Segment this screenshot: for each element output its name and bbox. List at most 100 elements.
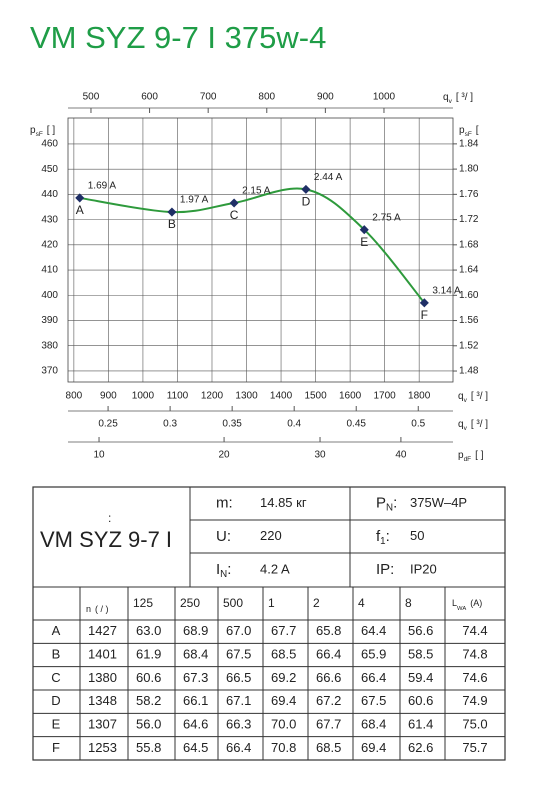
table-cell: 64.5 xyxy=(183,740,208,755)
point-letter: D xyxy=(302,195,311,209)
label-part: m: xyxy=(216,494,233,511)
current-label: 1.97 A xyxy=(180,195,209,206)
x-tick-label: 1300 xyxy=(235,391,258,402)
unit: [ ] xyxy=(475,450,484,461)
x3-axis-label: qv[ ³/ ] xyxy=(458,419,488,432)
point-letter: E xyxy=(360,235,368,249)
y2-tick-label: 1.84 xyxy=(459,139,479,150)
table-cell: 67.7 xyxy=(271,623,296,638)
x-tick-label: 0.3 xyxy=(163,419,177,430)
rpm-header: n ( / ) xyxy=(86,604,109,614)
current-label: 2.44 A xyxy=(314,172,343,183)
table-cell: 67.3 xyxy=(183,670,208,685)
x-tick-label: 600 xyxy=(141,92,158,103)
table-cell: 67.2 xyxy=(316,693,341,708)
label-part: N xyxy=(220,569,227,580)
x-tick-label: 1700 xyxy=(374,391,397,402)
table-cell: 61.4 xyxy=(408,716,433,731)
table-cell: 74.8 xyxy=(462,646,487,661)
x-tick-label: 0.25 xyxy=(98,419,118,430)
x4-axis-label: pdF[ ] xyxy=(458,450,484,463)
y2-tick-label: 1.56 xyxy=(459,315,479,326)
y-tick-label: 390 xyxy=(41,315,58,326)
table-cell: 60.6 xyxy=(408,693,433,708)
y2-tick-label: 1.80 xyxy=(459,164,479,175)
spec-value: 50 xyxy=(410,528,424,543)
table-cell: D xyxy=(51,693,60,708)
y-tick-label: 380 xyxy=(41,340,58,351)
table-cell: 75.7 xyxy=(462,740,487,755)
label-part: p xyxy=(459,125,465,136)
band-header: 1 xyxy=(268,596,275,610)
label-part: dF xyxy=(464,456,472,463)
label-part: sF xyxy=(36,131,43,138)
table-cell: 70.0 xyxy=(271,716,296,731)
label-part: v xyxy=(464,397,468,404)
label-part: q xyxy=(458,391,464,402)
x-tick-label: 1800 xyxy=(408,391,431,402)
band-header: 8 xyxy=(405,596,412,610)
table-cell: B xyxy=(52,646,61,661)
y2-tick-label: 1.76 xyxy=(459,189,479,200)
y-tick-label: 400 xyxy=(41,290,58,301)
label-part: I xyxy=(216,561,220,578)
y-tick-label: 420 xyxy=(41,239,58,250)
band-header: 4 xyxy=(358,596,365,610)
spec-value: IP20 xyxy=(410,562,437,577)
label-part: P xyxy=(376,494,386,511)
spec-value: 375W–4P xyxy=(410,495,467,510)
unit: [ xyxy=(476,125,479,136)
x-tick-label: 0.4 xyxy=(287,419,301,430)
table-cell: 62.6 xyxy=(408,740,433,755)
spec-label: m: xyxy=(216,494,233,511)
y-tick-label: 430 xyxy=(41,214,58,225)
x-tick-label: 1200 xyxy=(201,391,224,402)
y2-tick-label: 1.64 xyxy=(459,265,479,276)
table-cell: 1348 xyxy=(88,693,117,708)
y-axis-label: psF [ ] xyxy=(30,125,55,138)
spec-label: f1: xyxy=(376,528,390,547)
table-cell: 1427 xyxy=(88,623,117,638)
table-cell: 74.6 xyxy=(462,670,487,685)
table-cell: 64.4 xyxy=(361,623,386,638)
spec-label: PN: xyxy=(376,494,397,513)
unit: [ ³/ ] xyxy=(471,419,488,430)
table-cell: A xyxy=(52,623,61,638)
operating-point xyxy=(301,184,311,194)
x-tick-label: 900 xyxy=(100,391,117,402)
label-part: n xyxy=(86,604,91,614)
table-cell: 58.5 xyxy=(408,646,433,661)
model-prefix: : xyxy=(108,511,111,525)
y2-tick-label: 1.60 xyxy=(459,290,479,301)
y2-axis-label: psF [ xyxy=(459,125,479,138)
label-part: : xyxy=(227,561,231,578)
y-tick-label: 460 xyxy=(41,139,58,150)
table-cell: 67.5 xyxy=(361,693,386,708)
table-cell: 66.1 xyxy=(183,693,208,708)
table-cell: 65.9 xyxy=(361,646,386,661)
table-cell: 66.3 xyxy=(226,716,251,731)
table-cell: 66.5 xyxy=(226,670,251,685)
table-cell: 66.6 xyxy=(316,670,341,685)
label-part: v xyxy=(464,425,468,432)
table-cell: 55.8 xyxy=(136,740,161,755)
band-header: 250 xyxy=(180,596,200,610)
table-cell: F xyxy=(52,740,60,755)
x-tick-label: 0.5 xyxy=(411,419,425,430)
y2-tick-label: 1.72 xyxy=(459,214,479,225)
x-tick-label: 800 xyxy=(258,92,275,103)
table-cell: 69.2 xyxy=(271,670,296,685)
table-cell: 56.0 xyxy=(136,716,161,731)
spec-label: U: xyxy=(216,528,231,545)
point-letter: F xyxy=(421,308,428,322)
band-header: 2 xyxy=(313,596,320,610)
x-tick-label: 800 xyxy=(66,391,83,402)
table-cell: 68.9 xyxy=(183,623,208,638)
plot-frame xyxy=(67,117,454,383)
label-part: f xyxy=(376,528,381,545)
x-tick-label: 40 xyxy=(395,450,407,461)
table-cell: 64.6 xyxy=(183,716,208,731)
spec-value: 220 xyxy=(260,528,282,543)
unit: ( / ) xyxy=(95,604,109,614)
table-cell: 70.8 xyxy=(271,740,296,755)
